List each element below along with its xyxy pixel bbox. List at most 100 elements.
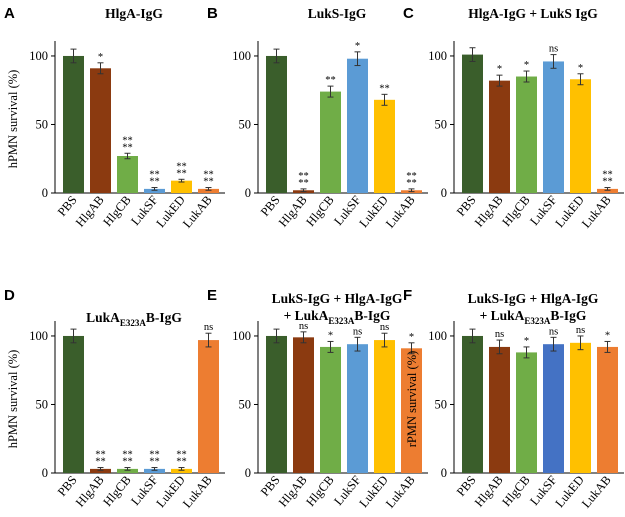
chart-panel-c: C HlgA-IgG + LukS IgG 0 50 100 PBS * HlgAB * HlgC… xyxy=(403,5,624,231)
chart-panel-a: A HlgA-IgG 0 50 100 hPMN survival (%) PBS * HlgA… xyxy=(4,5,225,231)
x-tick-label: HlgCB xyxy=(303,193,337,229)
significance-label: ** ** xyxy=(176,450,187,468)
significance-label: * xyxy=(578,63,583,74)
x-tick-label: PBS xyxy=(258,473,283,499)
y-tick-label: 0 xyxy=(245,466,251,480)
y-tick-label: 0 xyxy=(42,466,48,480)
y-tick-label: 0 xyxy=(441,466,447,480)
bar-hlgab xyxy=(90,68,111,193)
bar-lukab xyxy=(198,340,219,473)
bar-lukab xyxy=(597,188,618,193)
significance-label: ns xyxy=(576,325,585,336)
significance-label: ** ** xyxy=(176,161,187,179)
significance-label: ** ** xyxy=(122,450,133,468)
y-tick-label: 50 xyxy=(435,117,448,131)
x-tick-label: HlgAB xyxy=(73,473,107,510)
y-axis-label: hPMN survival (%) xyxy=(6,350,20,449)
chart-panel-d: D LukAE323AB-IgG 0 50 100 hPMN survival (%) PB… xyxy=(4,287,225,511)
significance-label: ns xyxy=(380,322,389,333)
bar-hlgcb xyxy=(117,156,138,193)
x-tick-label: HlgCB xyxy=(100,193,134,229)
bar-luksf xyxy=(543,344,564,473)
y-tick-label: 50 xyxy=(36,117,49,131)
y-tick-label: 50 xyxy=(435,397,448,411)
chart-title: HlgA-IgG + LukS IgG xyxy=(468,6,598,21)
chart-title: LukS-IgG + HlgA-IgG xyxy=(468,291,599,306)
y-tick-label: 0 xyxy=(441,186,447,200)
bar-lukab xyxy=(198,188,219,193)
bar-pbs xyxy=(63,335,84,473)
x-tick-label: LukAB xyxy=(180,193,215,231)
significance-label: ** ** xyxy=(406,171,417,189)
x-tick-label: LukAB xyxy=(383,473,418,511)
bar-pbs xyxy=(462,335,483,473)
bar-luked xyxy=(171,180,192,193)
x-tick-label: HlgAB xyxy=(276,193,310,230)
significance-label: * xyxy=(98,52,103,63)
x-tick-label: HlgAB xyxy=(472,473,506,510)
significance-label: ** ** xyxy=(203,170,214,188)
x-tick-label: LukAB xyxy=(579,193,614,231)
significance-label: ns xyxy=(204,322,213,333)
significance-label: ns xyxy=(299,321,308,332)
bar-pbs xyxy=(266,335,287,473)
bar-hlgab xyxy=(293,337,314,473)
y-tick-label: 50 xyxy=(239,117,252,131)
y-tick-label: 100 xyxy=(232,49,251,63)
bar-luked xyxy=(570,79,591,193)
panel-label: F xyxy=(403,287,412,304)
y-tick-label: 50 xyxy=(36,397,49,411)
bar-lukab xyxy=(597,346,618,473)
panel-label: E xyxy=(207,287,217,304)
significance-label: ns xyxy=(549,44,558,55)
panel-label: D xyxy=(4,287,15,304)
y-tick-label: 50 xyxy=(239,397,252,411)
significance-label: ns xyxy=(353,326,362,337)
bar-luksf xyxy=(543,61,564,193)
significance-label: ** xyxy=(379,83,390,94)
bar-luked xyxy=(570,342,591,473)
chart-title: LukAE323AB-IgG xyxy=(86,310,182,328)
x-tick-label: PBS xyxy=(55,473,80,499)
x-tick-label: PBS xyxy=(258,193,283,219)
bar-luked xyxy=(374,340,395,473)
panel-label: B xyxy=(207,5,218,22)
chart-title: LukS-IgG + HlgA-IgG xyxy=(272,291,403,306)
y-tick-label: 0 xyxy=(42,186,48,200)
x-tick-label: PBS xyxy=(454,193,479,219)
bar-hlgcb xyxy=(516,352,537,473)
chart-panel-f: F LukS-IgG + HlgA-IgG + LukAE323AB-IgG 0 50 1… xyxy=(403,287,624,511)
bar-pbs xyxy=(462,54,483,194)
bar-pbs xyxy=(63,55,84,193)
y-tick-label: 100 xyxy=(428,329,447,343)
significance-label: * xyxy=(328,330,333,341)
chart-title-line2: + LukAE323AB-IgG xyxy=(284,308,391,326)
chart-panel-e: E LukS-IgG + HlgA-IgG + LukAE323AB-IgG 0 50 1… xyxy=(207,287,428,511)
y-tick-label: 100 xyxy=(29,329,48,343)
bar-hlgcb xyxy=(117,468,138,473)
y-tick-label: 100 xyxy=(428,49,447,63)
x-tick-label: HlgCB xyxy=(499,193,533,229)
bar-hlgcb xyxy=(320,91,341,193)
bar-lukab xyxy=(401,348,422,473)
bar-hlgab xyxy=(489,346,510,473)
y-tick-label: 100 xyxy=(232,329,251,343)
bar-hlgcb xyxy=(516,76,537,193)
significance-label: ** ** xyxy=(149,450,160,468)
y-axis-label: hPMN survival (%) xyxy=(6,70,20,169)
x-tick-label: HlgAB xyxy=(472,193,506,230)
significance-label: * xyxy=(355,41,360,52)
y-tick-label: 0 xyxy=(245,186,251,200)
x-tick-label: PBS xyxy=(55,193,80,219)
significance-label: * xyxy=(524,60,529,71)
chart-title: HlgA-IgG xyxy=(105,6,163,21)
chart-title: LukS-IgG xyxy=(308,6,367,21)
significance-label: ** ** xyxy=(149,170,160,188)
significance-label: ns xyxy=(549,326,558,337)
x-tick-label: HlgAB xyxy=(73,193,107,230)
significance-label: ** xyxy=(325,75,336,86)
significance-label: * xyxy=(524,336,529,347)
x-tick-label: HlgCB xyxy=(100,473,134,509)
